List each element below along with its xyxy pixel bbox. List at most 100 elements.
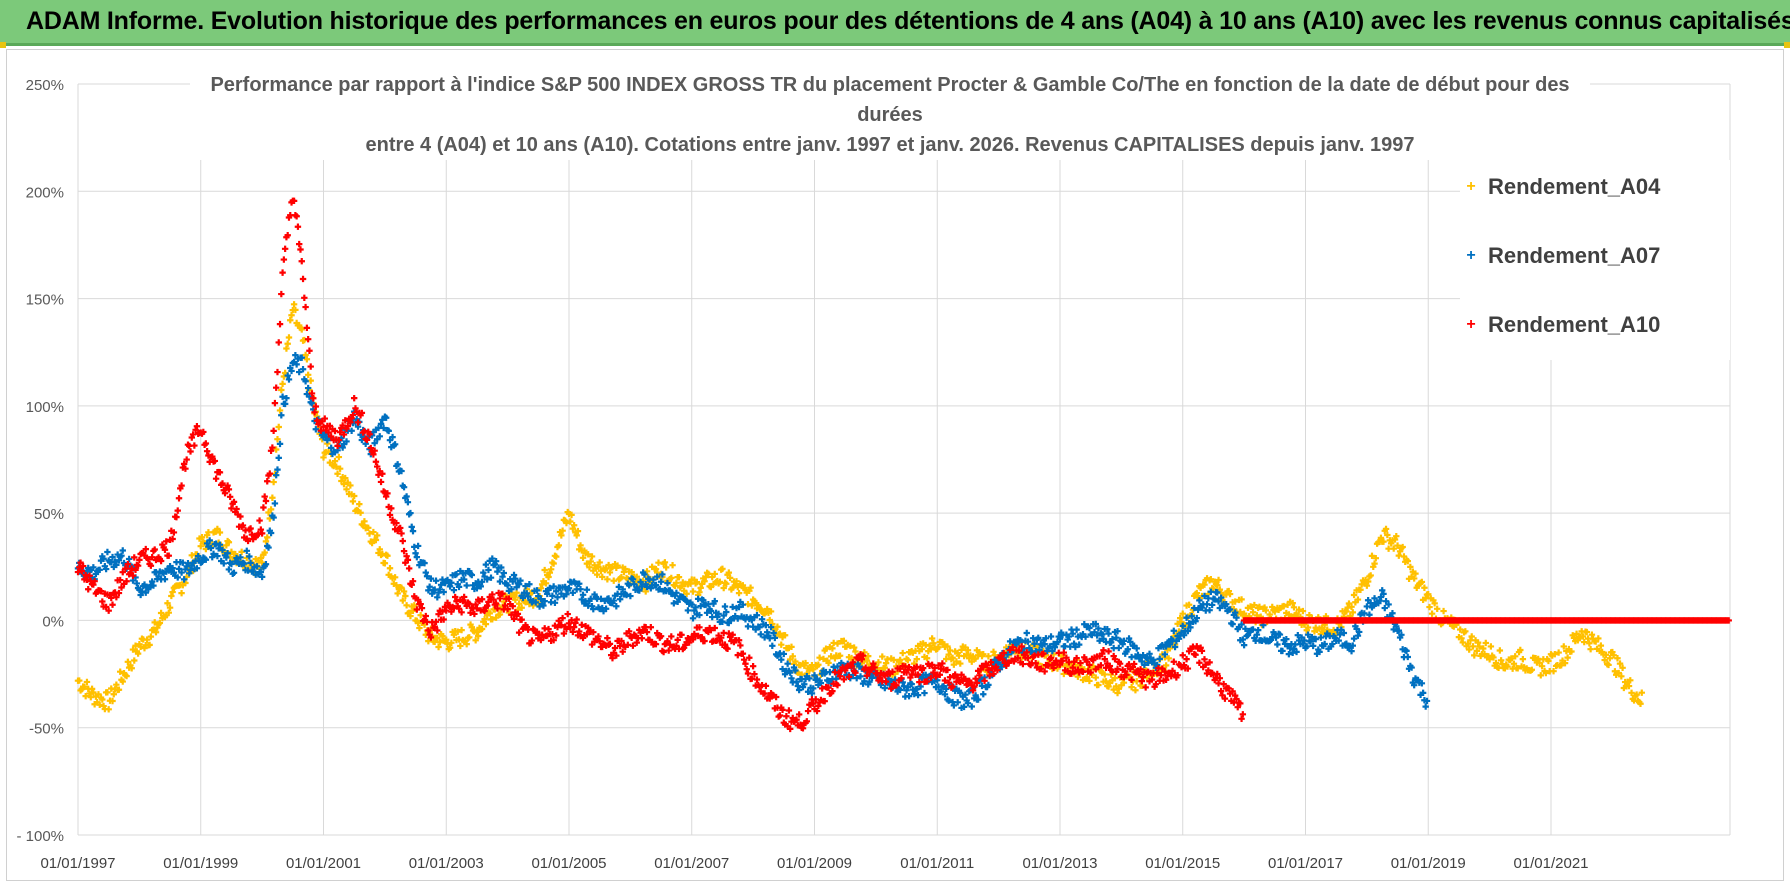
data-point-Rendement_A04 — [1396, 548, 1404, 555]
data-point-Rendement_A07 — [1072, 643, 1079, 651]
data-point-Rendement_A04 — [1587, 646, 1594, 653]
data-point-Rendement_A10 — [858, 656, 866, 663]
data-point-Rendement_A10 — [1056, 661, 1064, 668]
data-point-Rendement_A07 — [1253, 631, 1261, 638]
data-point-Rendement_A07 — [1035, 634, 1042, 642]
data-point-Rendement_A07 — [1293, 648, 1300, 656]
data-point-Rendement_A04 — [1350, 591, 1358, 599]
data-point-Rendement_A10 — [307, 363, 314, 370]
data-point-Rendement_A10 — [735, 637, 743, 644]
data-point-Rendement_A04 — [275, 423, 282, 431]
data-point-Rendement_A10 — [550, 636, 557, 644]
data-point-Rendement_A10 — [1233, 695, 1240, 703]
data-point-Rendement_A07 — [304, 384, 312, 392]
data-point-Rendement_A10 — [590, 628, 597, 636]
data-point-Rendement_A04 — [928, 635, 936, 642]
data-point-Rendement_A04 — [1400, 553, 1408, 560]
data-point-Rendement_A04 — [349, 498, 357, 505]
data-point-Rendement_A04 — [303, 356, 311, 363]
data-point-Rendement_A07 — [440, 588, 447, 596]
data-point-Rendement_A04 — [568, 511, 575, 519]
data-point-Rendement_A07 — [866, 678, 873, 685]
x-tick-label: 01/01/2019 — [1391, 855, 1466, 872]
data-point-Rendement_A10 — [783, 713, 790, 720]
data-point-Rendement_A07 — [427, 575, 435, 582]
data-point-Rendement_A04 — [356, 500, 363, 508]
data-point-Rendement_A04 — [1595, 635, 1602, 642]
data-point-Rendement_A07 — [492, 557, 500, 565]
data-point-Rendement_A07 — [625, 582, 633, 589]
data-point-Rendement_A04 — [1357, 586, 1364, 593]
data-point-Rendement_A07 — [422, 569, 429, 576]
data-point-Rendement_A07 — [249, 568, 257, 575]
data-point-Rendement_A07 — [806, 675, 813, 682]
data-point-Rendement_A10 — [729, 631, 736, 638]
data-point-Rendement_A07 — [1274, 641, 1281, 648]
data-point-Rendement_A04 — [1215, 576, 1222, 584]
data-point-Rendement_A10 — [280, 256, 288, 263]
data-point-Rendement_A07 — [1138, 658, 1146, 665]
data-point-Rendement_A04 — [279, 380, 286, 388]
data-point-Rendement_A10 — [230, 498, 238, 506]
data-point-Rendement_A10 — [298, 258, 305, 265]
data-point-Rendement_A07 — [279, 393, 286, 400]
data-point-Rendement_A10 — [1050, 664, 1057, 672]
data-point-Rendement_A10 — [1153, 669, 1161, 677]
data-point-Rendement_A07 — [1107, 639, 1115, 646]
data-point-Rendement_A10 — [882, 678, 890, 685]
data-point-Rendement_A07 — [216, 541, 224, 548]
data-point-Rendement_A07 — [1343, 640, 1350, 647]
data-point-Rendement_A10 — [418, 604, 426, 612]
data-point-Rendement_A04 — [542, 580, 550, 587]
data-point-Rendement_A04 — [131, 657, 138, 664]
legend-item-a04[interactable]: + Rendement_A04 — [1460, 172, 1660, 202]
data-point-Rendement_A10 — [499, 590, 506, 597]
data-point-Rendement_A04 — [285, 334, 293, 341]
data-point-Rendement_A07 — [1125, 635, 1133, 642]
data-point-Rendement_A07 — [175, 565, 183, 573]
data-point-Rendement_A04 — [953, 658, 960, 665]
chart-legend: + Rendement_A04 + Rendement_A07 + Rendem… — [1460, 160, 1730, 360]
data-point-Rendement_A07 — [1056, 635, 1064, 642]
data-point-Rendement_A04 — [1364, 578, 1372, 585]
data-point-Rendement_A07 — [721, 603, 729, 610]
data-point-Rendement_A04 — [1457, 626, 1464, 633]
data-point-Rendement_A10 — [212, 475, 220, 482]
data-point-Rendement_A07 — [133, 580, 141, 587]
data-point-Rendement_A04 — [333, 463, 340, 470]
data-point-Rendement_A10 — [871, 664, 878, 671]
data-point-Rendement_A10 — [573, 616, 580, 623]
data-point-Rendement_A10 — [422, 612, 429, 620]
data-point-Rendement_A10 — [303, 324, 311, 332]
data-point-Rendement_A10 — [302, 303, 309, 311]
data-point-Rendement_A07 — [494, 568, 501, 575]
data-point-Rendement_A04 — [957, 660, 964, 667]
data-point-Rendement_A07 — [400, 483, 408, 491]
data-point-Rendement_A04 — [1473, 647, 1481, 655]
data-point-Rendement_A07 — [563, 591, 570, 598]
data-point-Rendement_A04 — [399, 597, 406, 604]
data-point-Rendement_A04 — [350, 492, 358, 500]
data-point-Rendement_A10 — [478, 596, 486, 603]
data-point-Rendement_A07 — [508, 586, 515, 593]
data-point-Rendement_A04 — [1511, 653, 1519, 660]
data-point-Rendement_A07 — [684, 607, 692, 614]
data-point-Rendement_A10 — [1102, 664, 1110, 672]
data-point-Rendement_A04 — [705, 570, 712, 578]
data-point-Rendement_A10 — [408, 581, 415, 588]
legend-item-a07[interactable]: + Rendement_A07 — [1460, 241, 1660, 271]
data-point-Rendement_A07 — [1141, 661, 1148, 669]
data-point-Rendement_A10 — [296, 240, 303, 248]
data-point-Rendement_A10 — [334, 442, 341, 450]
data-point-Rendement_A10 — [122, 565, 129, 572]
data-point-Rendement_A04 — [1433, 605, 1441, 613]
data-point-Rendement_A07 — [554, 594, 561, 601]
data-point-Rendement_A10 — [935, 662, 942, 669]
data-point-Rendement_A10 — [344, 422, 351, 430]
data-point-Rendement_A10 — [293, 213, 300, 220]
data-point-Rendement_A07 — [1082, 633, 1089, 640]
data-point-Rendement_A07 — [1211, 596, 1218, 603]
legend-item-a10[interactable]: + Rendement_A10 — [1460, 310, 1660, 340]
data-point-Rendement_A04 — [288, 312, 295, 319]
data-point-Rendement_A10 — [455, 605, 463, 612]
